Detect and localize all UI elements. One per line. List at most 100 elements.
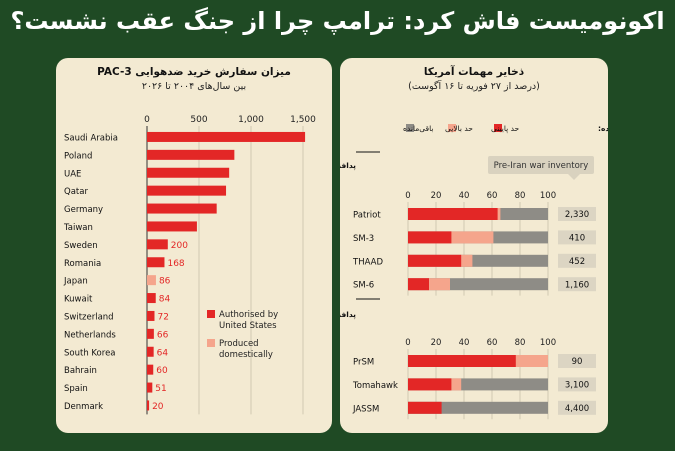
right-category-label: Patriot <box>353 211 381 221</box>
legend-remaining-label: باقی‌مانده <box>403 124 433 133</box>
left-bar <box>147 131 306 142</box>
left-category-label: Germany <box>64 205 103 215</box>
left-data-label: 86 <box>159 277 171 287</box>
pac3-orders-panel: میزان سفارش خرید ضدهوایی PAC-3 بین سال‌ه… <box>56 58 332 433</box>
inventory-badge <box>558 277 596 292</box>
left-data-label: 200 <box>171 241 188 251</box>
legend-authorised-label: Authorised by United States <box>219 310 278 331</box>
left-category-label: UAE <box>64 169 81 179</box>
right-tick-label: 80 <box>515 338 526 348</box>
left-data-label: 72 <box>157 312 168 322</box>
inventory-value: 1,160 <box>565 280 589 290</box>
right-tick-label: 80 <box>515 191 526 201</box>
right-bar-used <box>408 254 462 267</box>
right-bar-used <box>408 401 442 414</box>
left-category-label: Qatar <box>64 187 88 197</box>
left-category-label: Switzerland <box>64 312 114 322</box>
left-category-label: Kuwait <box>64 295 93 305</box>
left-bar <box>147 275 156 286</box>
left-tick-label: 500 <box>190 115 207 125</box>
left-category-label: Bahrain <box>64 366 97 376</box>
left-bar <box>147 310 155 321</box>
right-tick-label: 0 <box>405 338 410 348</box>
inventory-value: 452 <box>569 257 585 267</box>
legend-used-swatch <box>494 124 502 132</box>
left-category-label: Taiwan <box>63 223 93 233</box>
inventory-header-pointer <box>568 174 580 180</box>
left-category-label: Japan <box>63 277 88 287</box>
inventory-value: 3,100 <box>565 381 589 391</box>
right-bar-used <box>408 355 516 367</box>
left-bar <box>147 400 150 411</box>
right-bar-used <box>408 208 498 220</box>
left-bar <box>147 257 165 268</box>
left-category-label: Poland <box>64 151 92 161</box>
left-bar <box>147 203 217 214</box>
inventory-badge <box>558 354 596 368</box>
right-tick-label: 40 <box>459 191 470 201</box>
left-bar <box>147 239 168 250</box>
right-tick-label: 40 <box>459 338 470 348</box>
legend-authorised-swatch <box>207 310 215 318</box>
left-bar <box>147 149 235 160</box>
inventory-badge <box>558 230 596 245</box>
legend-used-label: برآورد ذخایر استفاده‌شده: <box>598 123 608 133</box>
left-category-label: Saudi Arabia <box>64 133 118 143</box>
inventory-header-label: Pre-Iran war inventory <box>494 161 589 171</box>
legend-lower-label: حد پایینی <box>491 124 520 133</box>
left-category-label: Spain <box>64 384 88 394</box>
left-chart-subtitle: بین سال‌های ۲۰۰۴ تا ۲۰۲۶ <box>142 81 246 92</box>
right-tick-label: 60 <box>487 191 498 201</box>
pac3-orders-chart: میزان سفارش خرید ضدهوایی PAC-3 بین سال‌ه… <box>63 66 316 415</box>
left-bar <box>147 185 227 196</box>
left-data-label: 64 <box>157 348 169 358</box>
right-category-label: Tomahawk <box>352 381 398 391</box>
inventory-badge <box>558 377 596 392</box>
right-bar-remaining <box>408 254 548 267</box>
left-bar <box>147 221 197 232</box>
left-category-label: Romania <box>64 259 101 269</box>
right-chart-title: ذخایر مهمات آمریکا <box>424 65 525 78</box>
inventory-badge <box>558 207 596 221</box>
headline: اکونومیست فاش کرد: ترامپ چرا از جنگ عقب … <box>10 7 665 35</box>
left-bar <box>147 364 154 375</box>
right-tick-label: 20 <box>431 338 442 348</box>
right-category-label: THAAD <box>352 257 383 267</box>
left-category-label: Sweden <box>64 241 98 251</box>
right-category-label: SM-3 <box>353 234 374 244</box>
inventory-value: 4,400 <box>565 404 589 414</box>
left-data-label: 168 <box>167 259 184 269</box>
left-category-label: Netherlands <box>64 330 116 340</box>
left-data-label: 20 <box>152 402 164 412</box>
legend-produced-swatch <box>207 339 215 347</box>
section-air-defence-label: پدافندهای ضدهوایی <box>340 161 356 170</box>
left-category-label: South Korea <box>64 348 116 358</box>
left-tick-label: 0 <box>144 115 150 125</box>
left-chart-title: میزان سفارش خرید ضدهوایی PAC-3 <box>97 66 291 78</box>
right-tick-label: 0 <box>405 191 410 201</box>
inventory-badge <box>558 400 596 415</box>
left-bar <box>147 346 154 357</box>
left-category-label: Denmark <box>64 402 103 412</box>
legend-upper-label: حد بالایی <box>445 124 473 133</box>
left-bar <box>147 382 153 393</box>
legend-produced-label: Produced domestically <box>219 339 273 360</box>
inventory-value: 2,330 <box>565 210 589 220</box>
right-bar-remaining <box>408 401 548 414</box>
us-munitions-chart: ذخایر مهمات آمریکا (درصد از ۲۷ فوریه تا … <box>340 65 608 420</box>
legend-lower-swatch <box>448 124 456 132</box>
right-tick-label: 60 <box>487 338 498 348</box>
left-tick-label: 1,000 <box>238 115 264 125</box>
left-data-label: 66 <box>157 330 169 340</box>
inventory-header-box <box>488 156 594 174</box>
right-bar-used <box>408 378 452 391</box>
inventory-badge <box>558 253 596 268</box>
left-data-label: 51 <box>155 384 166 394</box>
right-legend: برآورد ذخایر استفاده‌شده: حد پایینی حد ب… <box>403 123 608 133</box>
left-legend: Authorised by United States Produced domes… <box>207 310 278 360</box>
left-data-label: 84 <box>159 295 171 305</box>
left-bar <box>147 328 154 339</box>
legend-upper-swatch <box>406 124 414 132</box>
inventory-value: 90 <box>572 357 583 367</box>
right-chart-subtitle: (درصد از ۲۷ فوریه تا ۱۶ آگوست) <box>408 79 540 92</box>
